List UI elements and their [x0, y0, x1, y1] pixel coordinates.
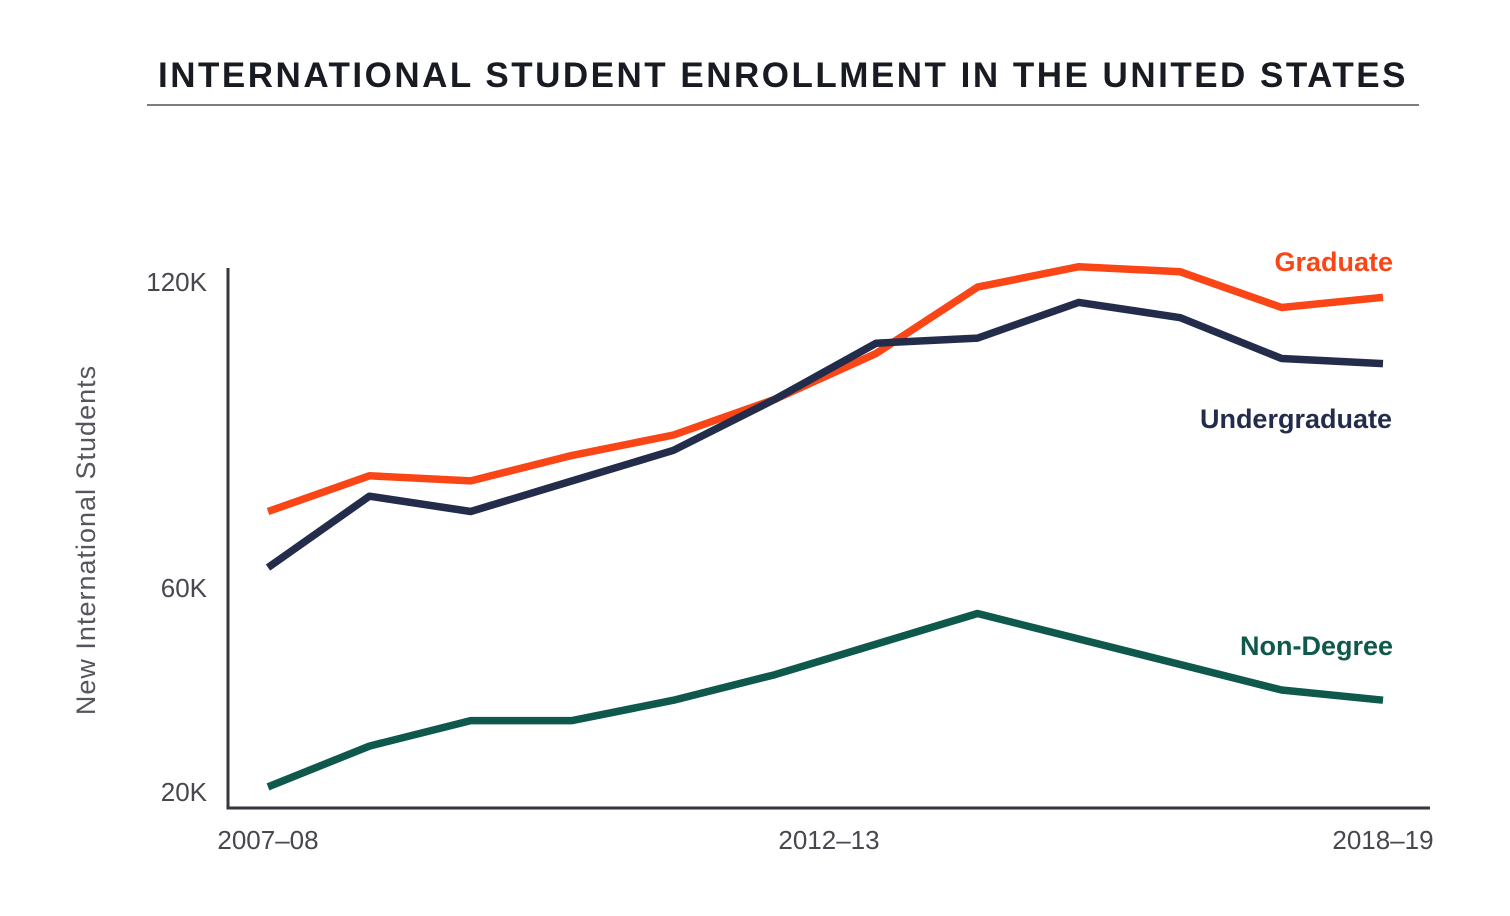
graduate-line — [266, 262, 1384, 516]
y-axis-tick-label: 60K — [161, 573, 208, 603]
x-axis-tick-label: 2018–19 — [1332, 825, 1433, 855]
x-axis-ticks: 2007–08 2012–13 2018–19 — [217, 825, 1433, 855]
non-degree-series-label: Non-Degree — [1240, 631, 1393, 661]
y-axis-ticks: 120K 60K 20K — [146, 267, 207, 807]
x-axis-tick-label: 2012–13 — [778, 825, 879, 855]
y-axis-tick-label: 20K — [161, 777, 208, 807]
undergraduate-series-label: Undergraduate — [1200, 404, 1392, 434]
non-degree-line — [266, 609, 1384, 791]
chart-header: INTERNATIONAL STUDENT ENROLLMENT IN THE … — [147, 0, 1419, 106]
graduate-series-label: Graduate — [1274, 247, 1393, 277]
undergraduate-line — [265, 298, 1384, 571]
series-labels: Graduate Undergraduate Non-Degree — [1200, 247, 1393, 661]
y-axis-title: New International Students — [71, 365, 101, 715]
y-axis-tick-label: 120K — [146, 267, 207, 297]
title-underline — [147, 104, 1419, 106]
series-lines — [265, 262, 1384, 791]
chart-title: INTERNATIONAL STUDENT ENROLLMENT IN THE … — [158, 56, 1408, 95]
x-axis-tick-label: 2007–08 — [217, 825, 318, 855]
